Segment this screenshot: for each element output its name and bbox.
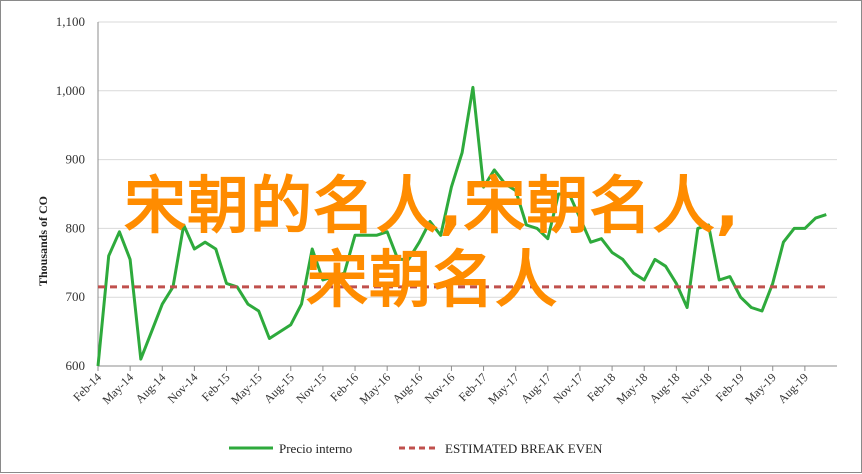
y-tick-label: 900 [66, 152, 86, 167]
overlay-line-2: 宋朝名人 [305, 243, 558, 316]
x-tick-label: Nov-18 [679, 370, 715, 406]
x-tick-label: Feb-17 [456, 370, 490, 404]
x-tick-label: Aug-16 [390, 370, 426, 406]
x-tick-label: Nov-14 [165, 370, 201, 406]
series-lines [96, 85, 827, 367]
gridlines [97, 21, 837, 367]
x-tick-label: May-17 [485, 370, 522, 407]
x-tick-label: Nov-17 [550, 370, 586, 406]
x-axis-ticks: Feb-14May-14Aug-14Nov-14Feb-15May-15Aug-… [70, 366, 811, 407]
y-tick-label: 800 [66, 220, 86, 235]
y-tick-label: 1,100 [56, 14, 85, 29]
legend: Precio interno ESTIMATED BREAK EVEN [229, 441, 603, 456]
x-tick-label: Aug-19 [775, 370, 811, 406]
x-tick-label: May-16 [357, 370, 394, 407]
x-tick-label: Feb-14 [70, 370, 104, 404]
y-axis-title: Thousands of CO [36, 196, 50, 286]
x-tick-label: Aug-17 [518, 370, 554, 406]
watermark-overlay-text: 宋朝的名人,宋朝名人, 宋朝名人 [1, 169, 862, 317]
series-line-0 [96, 85, 827, 367]
x-tick-label: May-18 [614, 370, 651, 407]
legend-label-precio-interno: Precio interno [279, 441, 352, 456]
x-tick-label: Feb-18 [584, 370, 618, 404]
x-tick-label: May-15 [228, 370, 265, 407]
x-tick-label: May-19 [742, 370, 779, 407]
overlay-line-1: 宋朝的名人,宋朝名人, [123, 169, 741, 242]
x-tick-label: Feb-15 [199, 370, 233, 404]
y-tick-label: 1,000 [56, 83, 85, 98]
x-tick-label: Aug-14 [133, 370, 169, 406]
x-tick-label: May-14 [99, 370, 136, 407]
legend-label-break-even: ESTIMATED BREAK EVEN [445, 441, 603, 456]
x-tick-label: Feb-19 [713, 370, 747, 404]
x-tick-label: Aug-18 [647, 370, 683, 406]
y-tick-label: 700 [66, 289, 86, 304]
x-tick-label: Aug-15 [261, 370, 297, 406]
y-axis-ticks: 600 700 800 900 1,000 1,100 [56, 14, 85, 373]
x-tick-label: Nov-15 [293, 370, 329, 406]
x-tick-label: Nov-16 [422, 370, 458, 406]
x-tick-label: Feb-16 [327, 370, 361, 404]
y-tick-label: 600 [66, 358, 86, 373]
